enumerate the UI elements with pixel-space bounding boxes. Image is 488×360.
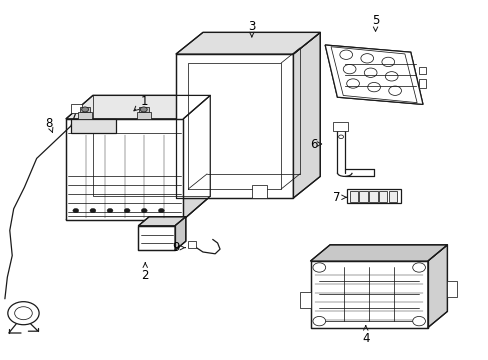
- Text: 1: 1: [134, 95, 148, 111]
- Text: 8: 8: [45, 117, 53, 132]
- Bar: [349, 191, 357, 202]
- Polygon shape: [176, 54, 293, 198]
- Circle shape: [412, 263, 425, 272]
- Text: 3: 3: [247, 21, 255, 37]
- Bar: [418, 79, 426, 88]
- Bar: [71, 104, 81, 113]
- Circle shape: [339, 50, 352, 59]
- Polygon shape: [66, 95, 210, 119]
- Polygon shape: [176, 32, 320, 54]
- Text: 5: 5: [371, 14, 379, 31]
- Text: 2: 2: [141, 263, 149, 282]
- Bar: [80, 107, 90, 112]
- Circle shape: [360, 54, 373, 63]
- Circle shape: [343, 64, 355, 74]
- Circle shape: [381, 57, 394, 67]
- Polygon shape: [138, 217, 185, 226]
- Circle shape: [140, 107, 147, 112]
- Polygon shape: [183, 95, 210, 220]
- Circle shape: [312, 316, 325, 326]
- Circle shape: [158, 208, 164, 213]
- Bar: [346, 189, 400, 203]
- Text: 6: 6: [309, 138, 321, 150]
- Circle shape: [107, 208, 113, 213]
- Circle shape: [385, 72, 397, 81]
- Bar: [388, 191, 396, 202]
- Bar: [71, 119, 115, 133]
- Polygon shape: [325, 45, 422, 104]
- Polygon shape: [310, 261, 427, 328]
- Bar: [139, 107, 148, 112]
- Polygon shape: [427, 245, 447, 328]
- Circle shape: [346, 79, 359, 88]
- Polygon shape: [175, 217, 185, 250]
- Circle shape: [15, 307, 32, 320]
- Circle shape: [124, 208, 130, 213]
- Bar: [333, 122, 347, 131]
- Text: 9: 9: [172, 241, 185, 254]
- Circle shape: [312, 263, 325, 272]
- Polygon shape: [66, 196, 210, 220]
- Bar: [368, 191, 377, 202]
- Polygon shape: [299, 292, 310, 308]
- Polygon shape: [66, 119, 183, 220]
- Bar: [188, 241, 195, 248]
- Polygon shape: [138, 226, 175, 250]
- Circle shape: [141, 208, 147, 213]
- Circle shape: [90, 208, 96, 213]
- Circle shape: [412, 316, 425, 326]
- Polygon shape: [293, 32, 320, 198]
- Polygon shape: [252, 185, 266, 198]
- Circle shape: [388, 86, 401, 95]
- Bar: [137, 112, 150, 119]
- Bar: [378, 191, 386, 202]
- Circle shape: [8, 302, 39, 325]
- Bar: [359, 191, 367, 202]
- Circle shape: [364, 68, 376, 77]
- Polygon shape: [330, 47, 416, 103]
- Text: 7: 7: [332, 191, 346, 204]
- Polygon shape: [447, 281, 456, 297]
- Circle shape: [73, 208, 79, 213]
- Polygon shape: [310, 245, 447, 261]
- Circle shape: [367, 82, 380, 92]
- Polygon shape: [325, 45, 422, 104]
- Bar: [418, 67, 426, 74]
- Circle shape: [81, 107, 88, 112]
- Bar: [78, 112, 92, 119]
- Text: 4: 4: [361, 326, 369, 345]
- Circle shape: [338, 135, 343, 139]
